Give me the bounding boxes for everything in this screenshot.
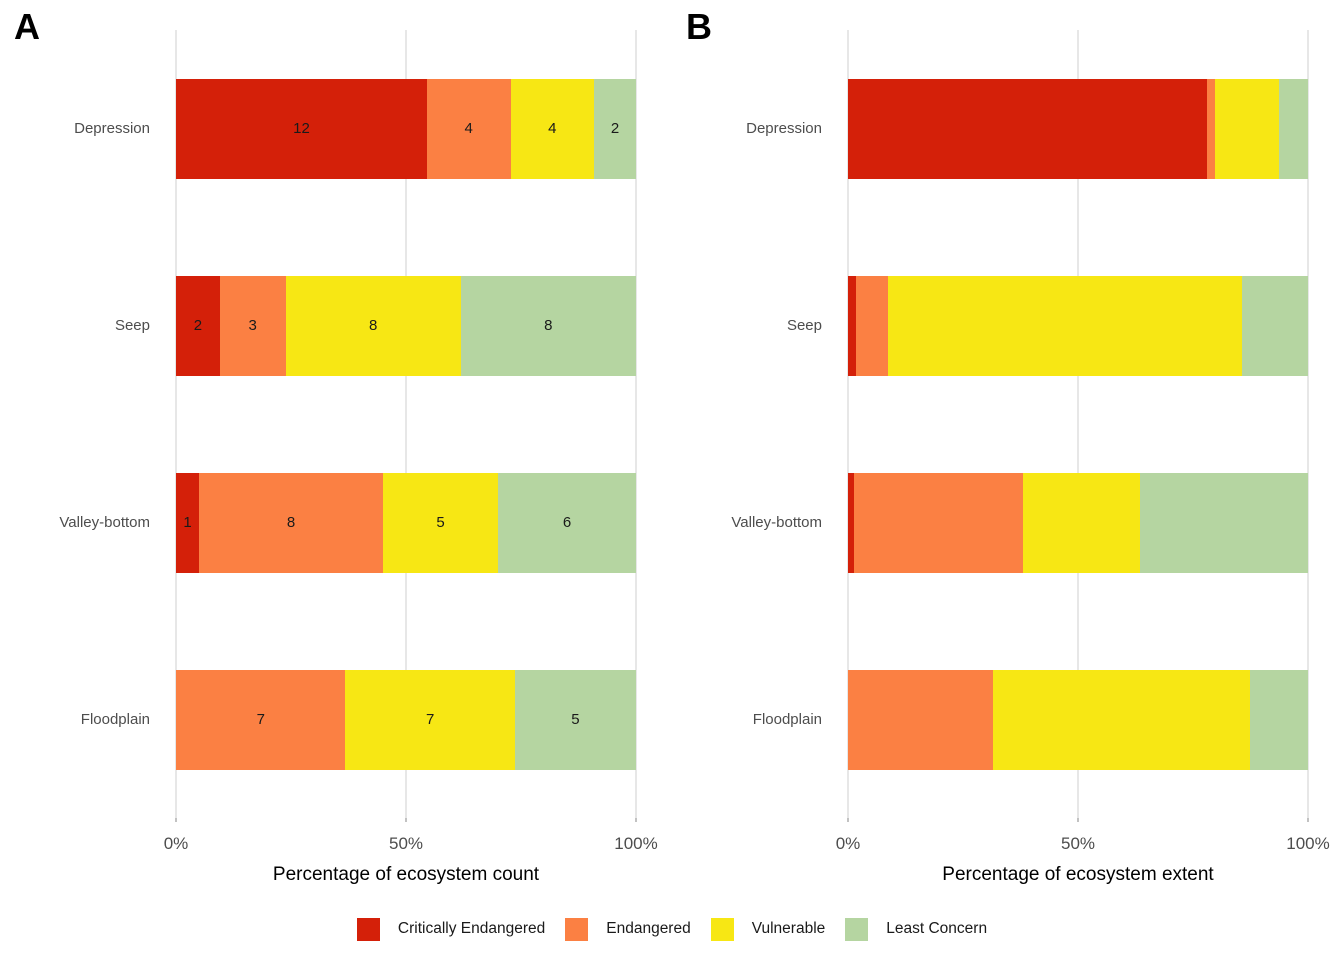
stacked-bar	[848, 669, 1308, 770]
x-tick-label: 50%	[1060, 834, 1096, 853]
panel-b-x-axis: 0% 50% 100%	[836, 30, 1330, 853]
bar-segment: 8	[199, 472, 383, 573]
bar-segment	[1022, 472, 1140, 573]
tick-mark	[1307, 818, 1309, 822]
bar-segment	[888, 275, 1243, 376]
legend-item: Critically Endangered	[356, 917, 546, 941]
x-tick-label: 100%	[1286, 834, 1330, 853]
tick-mark	[175, 818, 177, 822]
y-axis-label: Depression	[74, 119, 150, 137]
panel-b-letter: B	[686, 6, 712, 47]
panel-a-x-axis-title: Percentage of ecosystem count	[272, 864, 540, 885]
bar-segment	[848, 78, 1207, 179]
panel-a-gridlines	[175, 30, 637, 818]
panel-b-plot-area: 0% 50% 100%	[836, 30, 1330, 853]
tick-mark	[1077, 818, 1079, 822]
panel-a-letter: A	[14, 6, 40, 47]
stacked-bar	[848, 275, 1308, 376]
panel-a-x-axis: 0% 50% 100%	[164, 30, 658, 853]
bar-segment: 5	[383, 472, 498, 573]
legend-label: Least Concern	[886, 920, 988, 937]
bar-segment	[1250, 669, 1308, 770]
bar-segment: 8	[285, 275, 461, 376]
panel-a: A Depression Seep Valley-bottom Floodplain …	[0, 6, 658, 885]
bar-segment	[1206, 78, 1215, 179]
panel-b-y-axis-labels: Depression Seep Valley-bottom Floodplain	[672, 30, 822, 818]
bar-segment: 7	[176, 669, 346, 770]
x-tick-label: 0%	[163, 834, 189, 853]
panel-b-bars	[848, 30, 1308, 818]
bar-segment: 8	[460, 275, 636, 376]
y-axis-label: Valley-bottom	[731, 513, 822, 531]
gridline	[1077, 30, 1079, 818]
legend-item: Least Concern	[845, 917, 988, 941]
legend-label: Vulnerable	[751, 920, 826, 937]
y-axis-label: Valley-bottom	[59, 513, 150, 531]
legend-swatch	[565, 917, 589, 941]
bar-segment	[1279, 78, 1308, 179]
stacked-bar: 12 4 4 2	[176, 78, 636, 179]
bar-segment	[855, 275, 888, 376]
legend: Critically Endangered Endangered Vulnerabl…	[0, 912, 1344, 946]
legend-swatch	[710, 917, 734, 941]
legend-label: Critically Endangered	[397, 920, 546, 937]
bar-segment: 1	[176, 472, 199, 573]
y-axis-label: Depression	[746, 119, 822, 137]
panel-a-bars: 12 4 4 2 2 3 8 8 1 8 5 6 7 7 5	[176, 30, 636, 818]
legend-item: Endangered	[565, 917, 691, 941]
bar-segment	[848, 275, 856, 376]
tick-mark	[405, 818, 407, 822]
bar-segment: 4	[510, 78, 595, 179]
tick-mark	[847, 818, 849, 822]
legend-label: Endangered	[606, 920, 691, 937]
panel-a-y-axis-labels: Depression Seep Valley-bottom Floodplain	[0, 30, 150, 818]
panel-b-gridlines	[847, 30, 1309, 818]
bar-segment	[854, 472, 1023, 573]
legend-swatch	[845, 917, 869, 941]
gridline	[1307, 30, 1309, 818]
x-tick-label: 100%	[614, 834, 658, 853]
bar-segment: 2	[176, 275, 220, 376]
panel-b: B Depression Seep Valley-bottom Floodplain …	[672, 0, 1344, 960]
bar-segment	[848, 472, 855, 573]
bar-segment	[1139, 472, 1308, 573]
stacked-bar	[848, 472, 1308, 573]
bar-segment: 3	[219, 275, 286, 376]
bar-segment: 5	[514, 669, 636, 770]
y-axis-label: Seep	[114, 316, 150, 334]
bar-segment	[1242, 275, 1308, 376]
gridline	[635, 30, 637, 818]
bar-segment: 7	[345, 669, 515, 770]
gridline	[847, 30, 849, 818]
gridline	[175, 30, 177, 818]
x-tick-label: 50%	[388, 834, 424, 853]
legend-swatch	[356, 917, 380, 941]
bar-segment: 4	[426, 78, 511, 179]
bar-segment: 2	[594, 78, 636, 179]
legend-item: Vulnerable	[710, 917, 826, 941]
y-axis-label: Floodplain	[752, 710, 822, 728]
bar-segment	[992, 669, 1251, 770]
x-tick-label: 0%	[835, 834, 861, 853]
panel-a-plot-area: 12 4 4 2 2 3 8 8 1 8 5 6 7 7 5 0% 50% 100%	[164, 30, 658, 853]
tick-mark	[635, 818, 637, 822]
gridline	[405, 30, 407, 818]
panel-b-x-axis-title: Percentage of ecosystem extent	[942, 864, 1214, 885]
stacked-bar	[848, 78, 1308, 179]
bar-segment	[848, 669, 993, 770]
y-axis-label: Floodplain	[80, 710, 150, 728]
bar-segment: 6	[498, 472, 636, 573]
y-axis-label: Seep	[786, 316, 822, 334]
bar-segment: 12	[176, 78, 427, 179]
bar-segment	[1214, 78, 1279, 179]
